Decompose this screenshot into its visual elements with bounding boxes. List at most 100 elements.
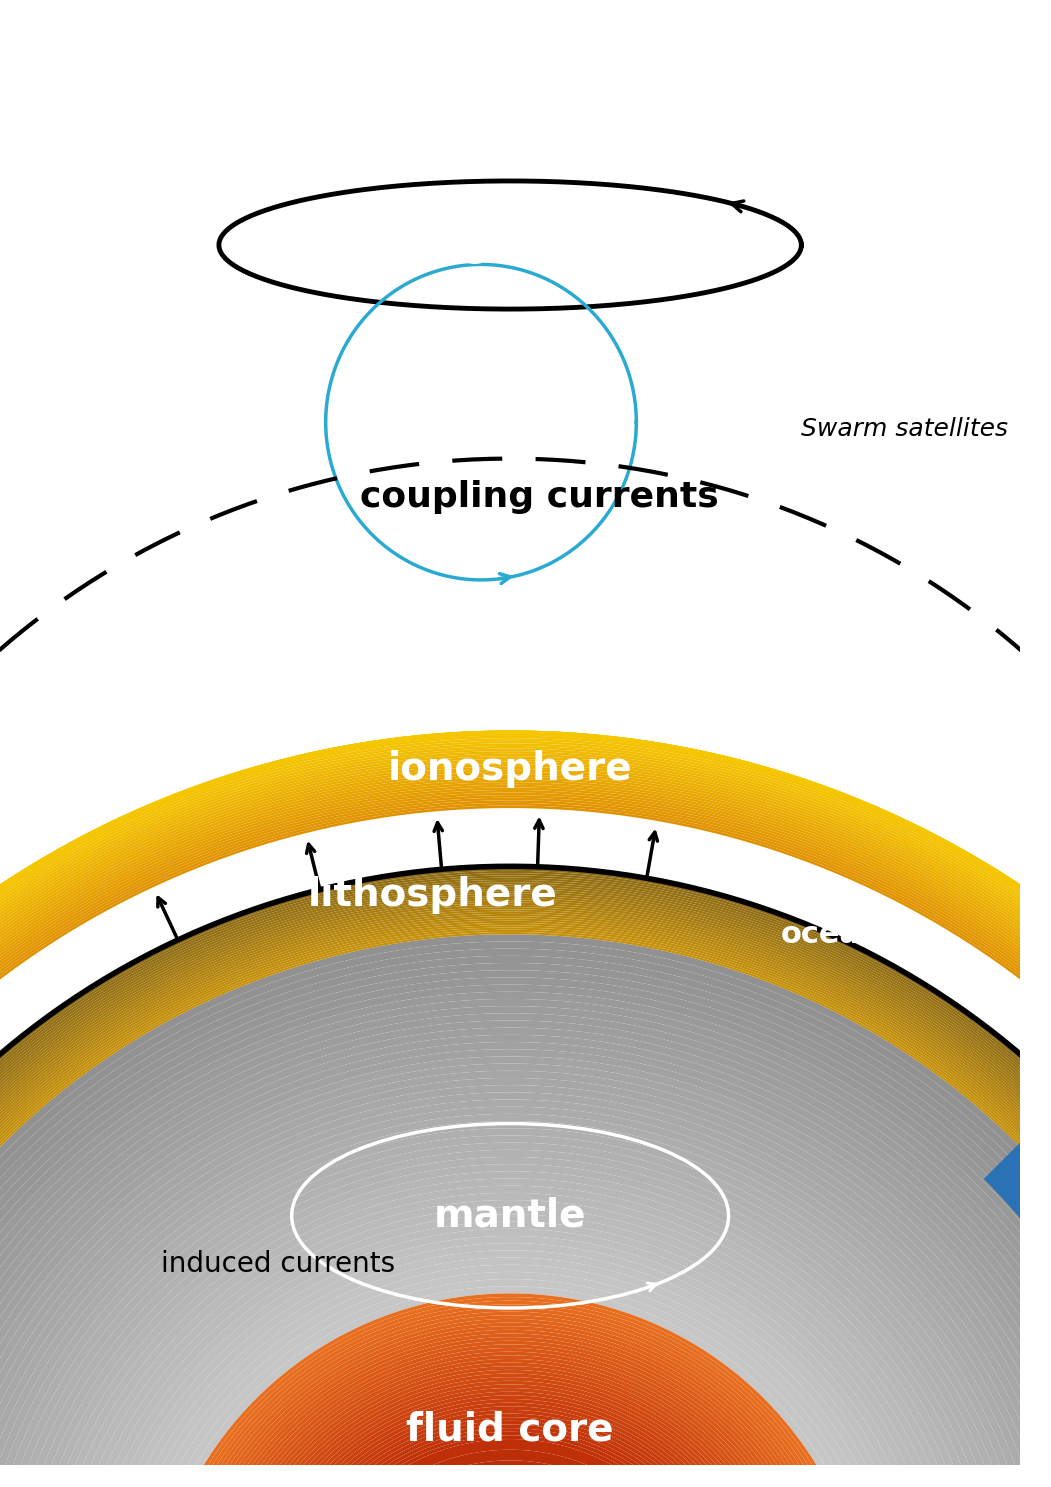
- Polygon shape: [0, 761, 1051, 1487]
- Bar: [0, 271, 1021, 280]
- Bar: [0, 391, 1021, 400]
- Polygon shape: [0, 882, 1051, 1487]
- Polygon shape: [43, 1185, 977, 1487]
- Bar: [0, 49, 1021, 58]
- Polygon shape: [0, 730, 1051, 1487]
- Bar: [0, 299, 1021, 308]
- Text: coupling currents: coupling currents: [359, 480, 719, 515]
- Polygon shape: [0, 779, 1051, 1487]
- Polygon shape: [0, 778, 1051, 1487]
- Polygon shape: [296, 1439, 724, 1487]
- Bar: [0, 400, 1021, 409]
- Polygon shape: [0, 956, 1051, 1487]
- Polygon shape: [339, 1481, 681, 1487]
- Text: fluid core: fluid core: [407, 1410, 614, 1448]
- Polygon shape: [71, 1215, 948, 1487]
- Polygon shape: [0, 732, 1051, 1487]
- Polygon shape: [0, 889, 1051, 1487]
- Polygon shape: [0, 748, 1051, 1487]
- Polygon shape: [0, 871, 1051, 1487]
- Polygon shape: [0, 949, 1051, 1487]
- Polygon shape: [0, 764, 1051, 1487]
- Polygon shape: [0, 1106, 1051, 1487]
- Polygon shape: [0, 744, 1051, 1487]
- Bar: [0, 510, 1021, 520]
- Bar: [0, 354, 1021, 363]
- Bar: [0, 40, 1021, 49]
- Bar: [0, 418, 1021, 428]
- Polygon shape: [271, 1414, 749, 1487]
- Bar: [0, 104, 1021, 114]
- Bar: [0, 253, 1021, 262]
- Polygon shape: [282, 1425, 738, 1487]
- Polygon shape: [0, 1028, 1051, 1487]
- Polygon shape: [984, 1096, 1051, 1487]
- Polygon shape: [0, 733, 1051, 1487]
- Polygon shape: [0, 910, 1051, 1487]
- Polygon shape: [0, 1086, 1051, 1487]
- Polygon shape: [0, 782, 1051, 1487]
- Polygon shape: [187, 1329, 832, 1487]
- Polygon shape: [162, 1304, 859, 1487]
- Bar: [0, 529, 1021, 538]
- Bar: [0, 280, 1021, 288]
- Polygon shape: [165, 1309, 854, 1487]
- Polygon shape: [0, 769, 1051, 1487]
- Polygon shape: [0, 732, 1051, 1487]
- Polygon shape: [137, 1279, 884, 1487]
- Polygon shape: [0, 746, 1051, 1487]
- Polygon shape: [0, 732, 1051, 1487]
- Bar: [0, 216, 1021, 225]
- Polygon shape: [0, 758, 1051, 1487]
- Polygon shape: [0, 912, 1051, 1487]
- Bar: [0, 288, 1021, 299]
- Polygon shape: [22, 1164, 998, 1487]
- Polygon shape: [86, 1228, 934, 1487]
- Bar: [0, 437, 1021, 446]
- Bar: [0, 114, 1021, 123]
- Polygon shape: [0, 977, 1051, 1487]
- Polygon shape: [0, 1078, 1051, 1487]
- Polygon shape: [199, 1341, 822, 1487]
- Polygon shape: [0, 970, 1051, 1487]
- Polygon shape: [307, 1450, 713, 1487]
- Polygon shape: [0, 915, 1051, 1487]
- Polygon shape: [0, 732, 1051, 1487]
- Polygon shape: [220, 1362, 800, 1487]
- Bar: [0, 233, 1021, 242]
- Polygon shape: [151, 1294, 869, 1487]
- Polygon shape: [0, 1020, 1051, 1487]
- Polygon shape: [0, 999, 1051, 1487]
- Polygon shape: [0, 733, 1051, 1487]
- Polygon shape: [0, 1129, 1034, 1487]
- Polygon shape: [0, 785, 1051, 1487]
- Polygon shape: [279, 1422, 742, 1487]
- Polygon shape: [0, 730, 1051, 1487]
- Polygon shape: [0, 733, 1051, 1487]
- Bar: [0, 556, 1021, 567]
- Bar: [0, 446, 1021, 455]
- Polygon shape: [0, 797, 1051, 1487]
- Bar: [0, 567, 1021, 575]
- Polygon shape: [0, 803, 1051, 1487]
- Polygon shape: [0, 732, 1051, 1487]
- Bar: [0, 141, 1021, 150]
- Polygon shape: [0, 732, 1051, 1487]
- Polygon shape: [0, 733, 1051, 1487]
- Polygon shape: [0, 790, 1051, 1487]
- Bar: [0, 409, 1021, 418]
- Polygon shape: [101, 1243, 920, 1487]
- Polygon shape: [0, 730, 1051, 1487]
- Bar: [0, 345, 1021, 354]
- Polygon shape: [0, 730, 1051, 1487]
- Polygon shape: [0, 880, 1051, 1487]
- Polygon shape: [0, 919, 1051, 1487]
- Polygon shape: [0, 738, 1051, 1487]
- Polygon shape: [36, 1179, 984, 1487]
- Polygon shape: [329, 1471, 692, 1487]
- Polygon shape: [217, 1359, 804, 1487]
- Polygon shape: [0, 732, 1051, 1487]
- Polygon shape: [0, 732, 1051, 1487]
- Polygon shape: [0, 733, 1051, 1487]
- Polygon shape: [50, 1193, 970, 1487]
